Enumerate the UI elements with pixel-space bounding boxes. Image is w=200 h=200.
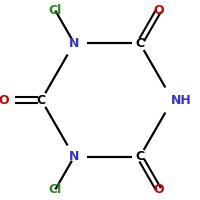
Text: O: O — [0, 94, 9, 106]
Text: N: N — [69, 150, 79, 163]
Text: NH: NH — [171, 94, 192, 106]
Text: O: O — [153, 4, 164, 17]
Text: O: O — [153, 183, 164, 196]
Text: C: C — [135, 37, 144, 50]
Text: C: C — [37, 94, 46, 106]
Text: Cl: Cl — [49, 4, 62, 17]
Text: C: C — [135, 150, 144, 163]
Text: N: N — [69, 37, 79, 50]
Text: Cl: Cl — [49, 183, 62, 196]
